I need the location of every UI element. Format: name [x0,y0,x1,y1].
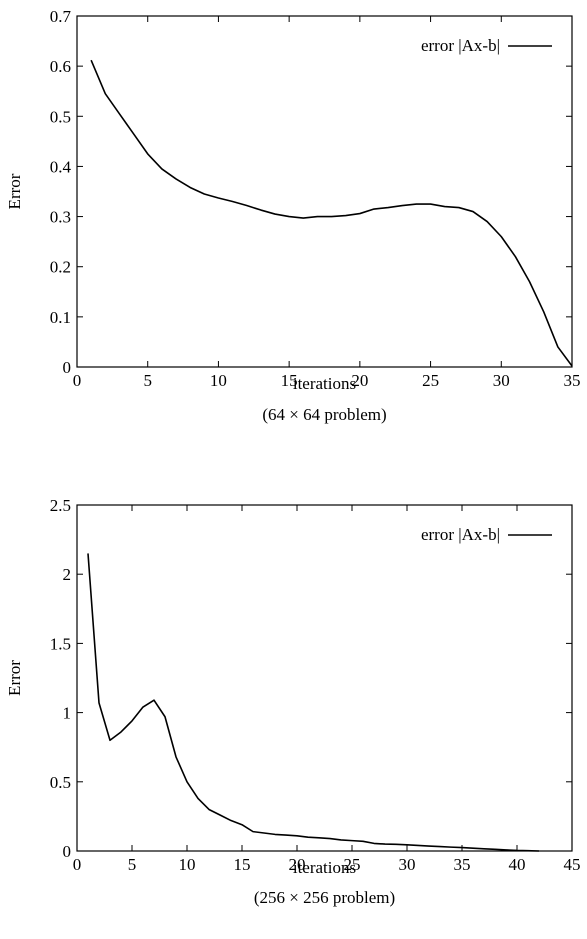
y-tick-label: 0 [63,842,72,861]
x-tick-label: 40 [509,855,526,874]
plot-frame [76,15,573,368]
y-tick-label: 1.5 [50,634,71,653]
y-tick-label: 0.5 [50,107,71,126]
chart-caption: (64 × 64 problem) [262,405,386,424]
x-tick-label: 35 [454,855,471,874]
x-tick-label: 5 [143,371,152,390]
y-tick-label: 0.3 [50,208,71,227]
series-line [90,59,573,367]
x-tick-label: 0 [73,371,82,390]
x-axis-label: iterations [293,374,356,393]
x-tick-label: 30 [493,371,510,390]
series-line [87,553,540,852]
y-tick-label: 0.4 [50,157,72,176]
x-tick-label: 35 [564,371,581,390]
x-tick-label: 20 [289,855,306,874]
x-tick-label: 25 [422,371,439,390]
y-tick-label: 0.6 [50,57,71,76]
chart-2: 0 5 10 15 20 25 30 35 40 45 0 0.5 1 1.5 2 2.5 iterations… [5,496,581,907]
legend-label: error |Ax-b| [421,525,500,544]
legend-label: error |Ax-b| [421,36,500,55]
y-tick-label: 0 [63,358,72,377]
x-tick-label: 25 [344,855,361,874]
x-tick-label: 10 [210,371,227,390]
y-axis-label: Error [5,660,24,696]
plot-frame [76,504,573,852]
x-tick-label: 10 [179,855,196,874]
x-tick-label: 30 [399,855,416,874]
x-tick-label: 15 [281,371,298,390]
x-tick-label: 5 [128,855,137,874]
y-tick-label: 0.1 [50,308,71,327]
y-tick-label: 1 [63,704,72,723]
x-axis-label: iterations [293,858,356,877]
x-tick-label: 0 [73,855,82,874]
chart-caption: (256 × 256 problem) [254,888,395,907]
y-axis-label: Error [5,173,24,209]
x-tick-label: 15 [234,855,251,874]
chart-1: 0 5 10 15 20 25 30 35 0 0.1 0.2 0.3 0.4 0.5 0.6 0.7 iter… [5,7,581,424]
x-tick-label: 20 [351,371,368,390]
y-tick-label: 0.7 [50,7,72,26]
y-tick-label: 0.2 [50,258,71,277]
y-tick-label: 2.5 [50,496,71,515]
y-tick-label: 0.5 [50,773,71,792]
x-tick-label: 45 [564,855,581,874]
y-tick-label: 2 [63,565,72,584]
